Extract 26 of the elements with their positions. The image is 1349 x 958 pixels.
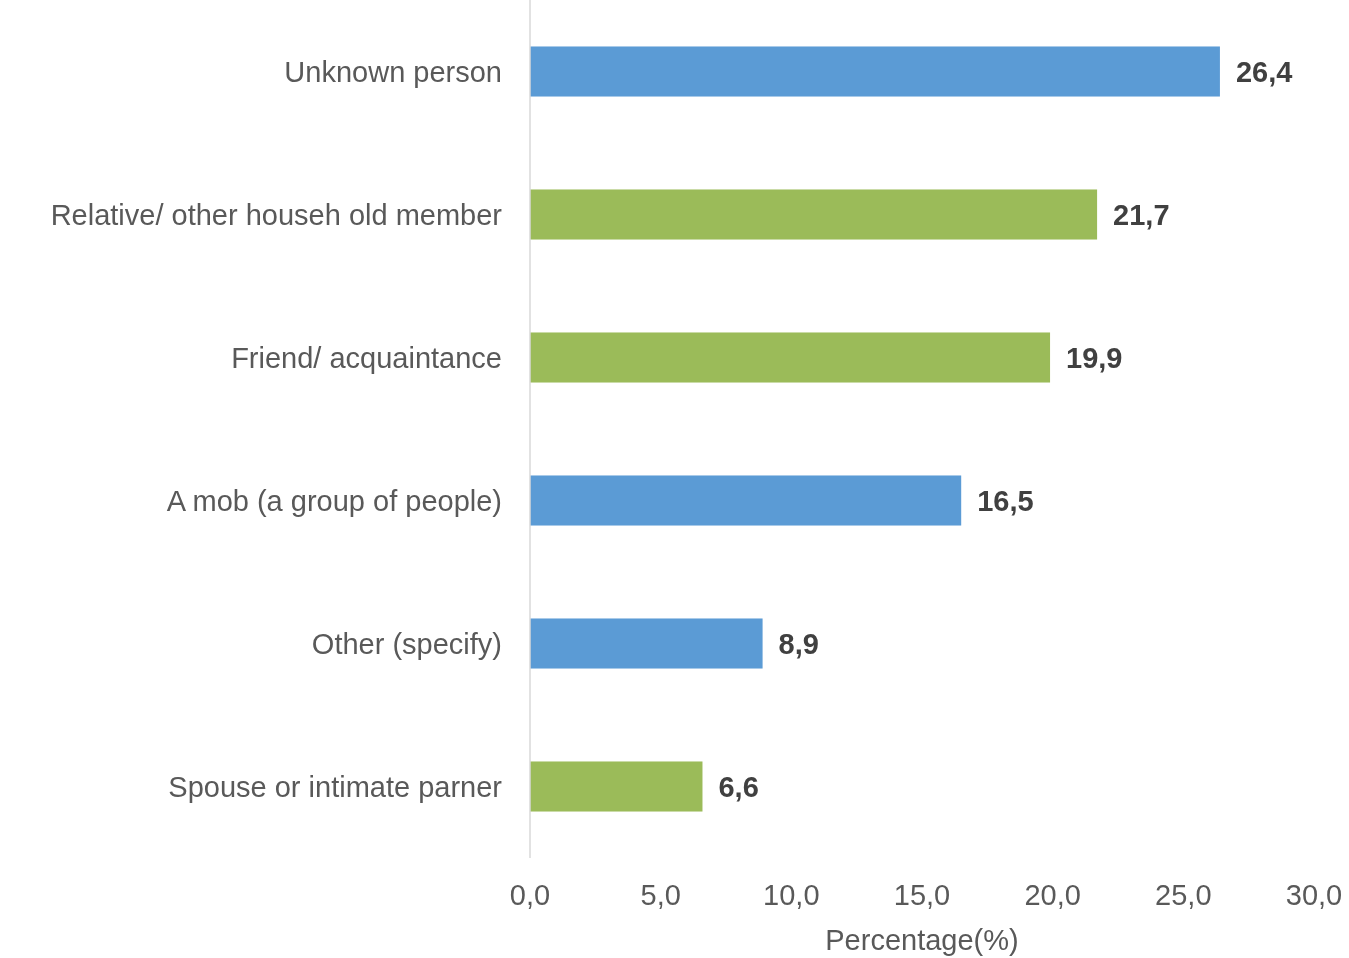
bar <box>530 761 703 812</box>
x-axis-title: Percentage(%) <box>825 924 1019 956</box>
data-label: 6,6 <box>718 770 759 803</box>
bar <box>530 475 962 526</box>
y-tick-label: Other (specify) <box>311 627 502 660</box>
y-tick-label: Friend/ acquaintance <box>231 341 502 374</box>
bar <box>530 618 763 669</box>
x-tick-label: 20,0 <box>1024 879 1081 911</box>
x-tick-label: 15,0 <box>893 879 951 911</box>
y-tick-label: Relative/ other househ old member <box>50 198 503 231</box>
x-tick-label: 25,0 <box>1155 879 1212 911</box>
y-tick-label: Unknown person <box>284 55 502 88</box>
x-tick-label: 10,0 <box>763 879 820 911</box>
data-label: 16,5 <box>977 484 1034 517</box>
x-tick-label: 5,0 <box>640 879 681 911</box>
bar <box>530 332 1051 383</box>
data-label: 26,4 <box>1235 55 1293 88</box>
x-tick-label: 30,0 <box>1285 879 1343 911</box>
bar <box>530 189 1098 240</box>
data-label: 21,7 <box>1113 198 1170 231</box>
x-tick-label: 0,0 <box>509 879 551 911</box>
data-label: 19,9 <box>1066 341 1123 374</box>
y-tick-label: Spouse or intimate parner <box>168 770 503 803</box>
data-label: 8,9 <box>778 627 819 660</box>
bar <box>530 46 1220 97</box>
y-tick-label: A mob (a group of people) <box>166 484 502 517</box>
